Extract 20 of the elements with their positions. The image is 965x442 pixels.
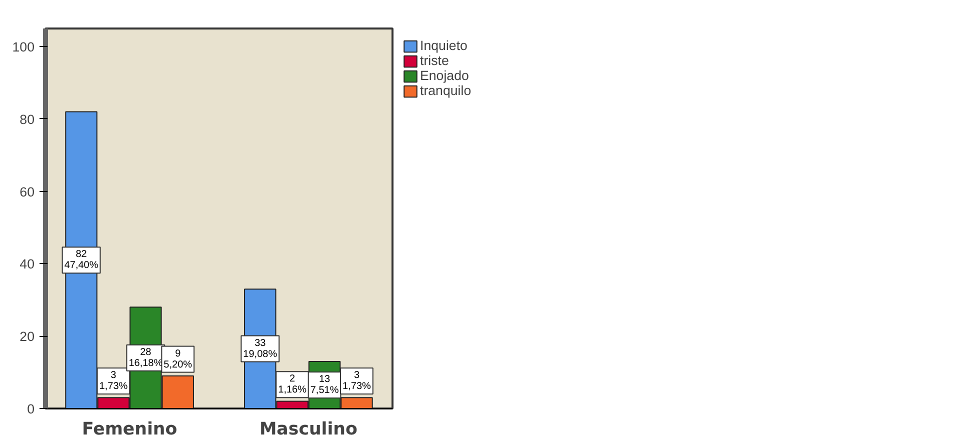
- data-label: 13 7,51%: [310, 374, 339, 396]
- x-tick-label: Femenino: [82, 420, 178, 440]
- legend-label: Enojado: [420, 68, 469, 83]
- y-tick-label: 60: [20, 184, 35, 200]
- x-tick-label: Masculino: [259, 420, 358, 440]
- y-tick-label: 80: [20, 112, 35, 127]
- data-label: 3 1,73%: [342, 370, 372, 392]
- data-label: 82 47,40%: [64, 249, 98, 272]
- legend-label: triste: [420, 53, 449, 68]
- data-label: 9 5,20%: [164, 348, 192, 370]
- data-label: 3 1,73%: [99, 370, 128, 392]
- y-tick-label: 20: [20, 329, 35, 344]
- data-label: 33 19,08%: [243, 338, 278, 360]
- legend-label: tranquilo: [420, 83, 472, 98]
- data-label: 2 1,16%: [278, 374, 307, 396]
- data-label: 28 16,18%: [128, 346, 163, 369]
- legend-label: Inquieto: [420, 38, 468, 53]
- y-tick-label: 40: [20, 256, 35, 272]
- y-tick-label: 100: [12, 40, 35, 55]
- y-tick-label: 0: [27, 402, 35, 416]
